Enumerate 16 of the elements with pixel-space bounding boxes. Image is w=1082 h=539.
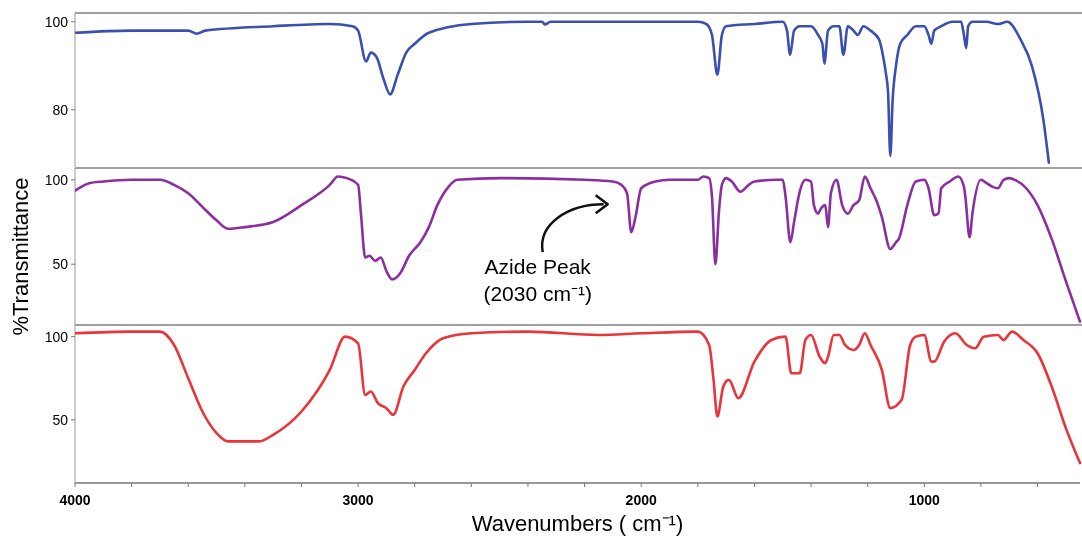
x-tick-label: 1000 xyxy=(908,492,941,508)
line-series xyxy=(75,330,1082,465)
y-tick-label: 100 xyxy=(44,171,69,188)
y-axis-title: %Transmittance xyxy=(8,177,33,336)
annotation: Azide Peak (2030 cm⁻¹) xyxy=(483,255,592,306)
y-tick-label: 50 xyxy=(52,411,69,428)
y-tick-label: 100 xyxy=(44,328,69,345)
y-tick-label: 50 xyxy=(52,256,69,273)
x-tick-label: 4000 xyxy=(59,492,91,508)
x-axis-title: Wavenumbers ( cm⁻¹) xyxy=(471,511,684,536)
line-series xyxy=(75,20,1051,164)
line-series xyxy=(75,175,1082,323)
y-tick-label: 80 xyxy=(52,101,69,118)
y-tick-label: 100 xyxy=(44,13,69,30)
x-tick-label: 2000 xyxy=(625,492,657,508)
x-tick-label: 3000 xyxy=(342,492,374,508)
